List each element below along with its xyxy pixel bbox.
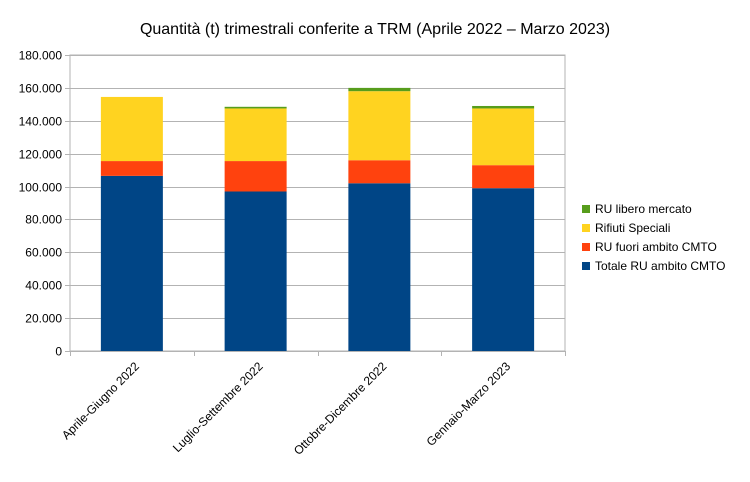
bar-segment xyxy=(348,160,411,184)
bar-segment xyxy=(348,183,411,351)
y-tick-label: 60.000 xyxy=(25,246,62,260)
bar-segment xyxy=(224,106,287,109)
bars xyxy=(100,87,535,351)
bar-segment xyxy=(100,161,163,176)
bar-segment xyxy=(348,87,411,92)
legend-label: Rifiuti Speciali xyxy=(595,221,670,235)
bar-segment xyxy=(348,91,411,161)
x-axis-ticks: Aprile-Giugno 2022 Luglio-Settembre 2022 O… xyxy=(59,359,513,458)
bar-segment xyxy=(224,161,287,192)
bar-segment xyxy=(224,108,287,162)
x-tick-label: Aprile-Giugno 2022 xyxy=(59,359,142,442)
legend-label: RU libero mercato xyxy=(595,202,692,216)
bar-segment xyxy=(472,165,535,189)
y-tick-label: 160.000 xyxy=(19,82,63,96)
legend-swatch xyxy=(582,205,590,213)
chart-title: Quantità (t) trimestrali conferite a TRM… xyxy=(140,21,610,38)
y-tick-label: 40.000 xyxy=(25,279,62,293)
legend-swatch xyxy=(582,262,590,270)
bar-segment xyxy=(100,175,163,351)
legend-label: Totale RU ambito CMTO xyxy=(595,259,725,273)
y-axis-ticks: 0 20.000 40.000 60.000 80.000 100.000 120.000 1… xyxy=(19,49,63,359)
legend: RU libero mercato Rifiuti Speciali RU fuor… xyxy=(582,202,725,273)
bar-segment xyxy=(472,108,535,166)
x-tick-label: Gennaio-Marzo 2023 xyxy=(424,359,514,449)
bar-segment xyxy=(100,96,163,162)
bar-segment xyxy=(472,105,535,109)
legend-swatch xyxy=(582,224,590,232)
y-tick-label: 140.000 xyxy=(19,115,63,129)
y-tick-label: 20.000 xyxy=(25,312,62,326)
y-tick-label: 120.000 xyxy=(19,148,63,162)
y-tick-label: 0 xyxy=(55,345,62,359)
x-tick-label: Luglio-Settembre 2022 xyxy=(170,359,266,455)
legend-label: RU fuori ambito CMTO xyxy=(595,240,717,254)
y-tick-label: 100.000 xyxy=(19,181,63,195)
bar-segment xyxy=(472,188,535,351)
legend-swatch xyxy=(582,243,590,251)
bar-segment xyxy=(224,191,287,351)
y-tick-label: 80.000 xyxy=(25,213,62,227)
x-tick-label: Ottobre-Dicembre 2022 xyxy=(291,359,390,458)
y-tick-label: 180.000 xyxy=(19,49,63,63)
